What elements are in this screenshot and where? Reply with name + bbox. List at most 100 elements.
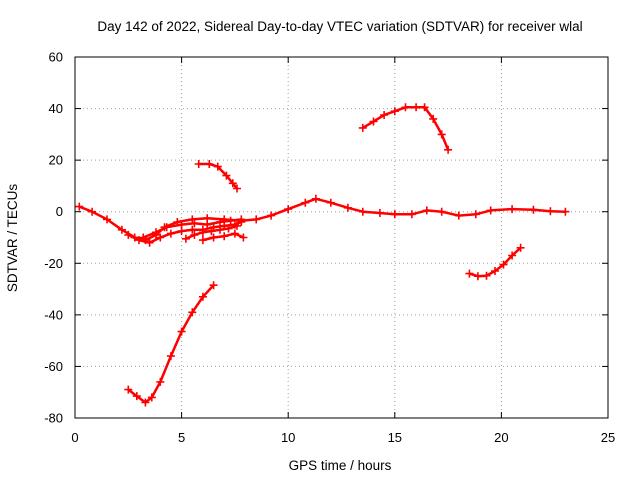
data-point [508, 251, 517, 260]
data-point [166, 352, 175, 361]
series-arc-low-right [465, 243, 525, 281]
data-point [135, 236, 143, 245]
data-point [375, 209, 384, 217]
data-point [216, 225, 224, 234]
data-point [465, 269, 474, 278]
data-point [124, 230, 133, 239]
series-arc-deep-low [124, 281, 218, 407]
series-line [127, 283, 215, 404]
data-point [491, 267, 499, 275]
data-point [343, 203, 352, 212]
data-point [209, 233, 218, 242]
plot-frame [74, 56, 609, 419]
data-point [380, 111, 389, 119]
data-point [508, 205, 517, 214]
series-arc-upper-mid [194, 160, 241, 193]
series-arc-main [75, 194, 570, 245]
data-point [124, 385, 133, 394]
data-point [239, 233, 248, 242]
data-point [190, 230, 199, 239]
data-point [237, 215, 246, 224]
data-point [177, 220, 186, 229]
data-point [194, 160, 203, 168]
data-point [233, 184, 241, 193]
y-tick-label: 60 [49, 50, 63, 65]
data-point [224, 224, 233, 233]
series-line [361, 106, 450, 152]
data-point [267, 211, 276, 220]
data-point [284, 205, 293, 214]
data-point [358, 123, 367, 132]
data-point [499, 260, 508, 269]
data-point [203, 220, 212, 229]
data-point [437, 207, 446, 216]
x-tick-label: 0 [71, 430, 78, 445]
x-tick-label: 25 [601, 430, 615, 445]
data-point [486, 206, 495, 215]
data-point [369, 117, 378, 126]
y-tick-label: -60 [44, 359, 63, 374]
y-tick-label: 40 [49, 101, 63, 116]
data-point [429, 114, 438, 123]
data-point [326, 198, 335, 207]
x-tick-label: 5 [178, 430, 185, 445]
data-point [188, 308, 197, 317]
data-point [407, 210, 416, 219]
series-arc-lower-c [181, 221, 241, 243]
data-point [222, 171, 231, 180]
data-point [181, 234, 190, 243]
data-point [454, 211, 463, 220]
data-point [152, 228, 160, 237]
data-point [141, 398, 150, 407]
y-axis-label: SDTVAR / TECUs [5, 184, 20, 293]
data-point [444, 145, 453, 154]
data-point [420, 103, 429, 112]
data-point [156, 377, 165, 386]
x-axis-label: GPS time / hours [289, 458, 392, 473]
data-point [132, 392, 141, 401]
data-point [358, 207, 367, 216]
data-point [228, 179, 237, 188]
data-point [220, 232, 229, 241]
data-point [207, 227, 216, 236]
data-point [145, 238, 154, 247]
series-arc-lower-a [124, 218, 246, 247]
data-point [401, 103, 410, 112]
data-point [471, 210, 480, 219]
data-point [166, 229, 175, 238]
y-tick-label: 20 [49, 153, 63, 168]
data-point [198, 292, 207, 301]
data-point [252, 215, 261, 224]
data-point [422, 206, 431, 215]
data-point [529, 205, 538, 214]
data-point [147, 393, 156, 402]
data-point [177, 327, 186, 336]
series-arc-upper-high [358, 103, 453, 154]
y-tick-label: 0 [56, 204, 63, 219]
data-point [190, 219, 199, 228]
data-point [216, 218, 224, 226]
data-point [75, 202, 84, 211]
data-point [188, 225, 197, 234]
series-arc-lower-b [139, 215, 246, 242]
data-point [88, 207, 97, 216]
data-point [205, 160, 214, 168]
y-tick-label: -80 [44, 411, 63, 426]
data-point [230, 229, 239, 238]
data-point [213, 162, 222, 171]
data-point [311, 194, 320, 203]
data-point [561, 207, 570, 216]
grid [75, 57, 608, 418]
x-tick-label: 20 [494, 430, 508, 445]
data-point [162, 223, 171, 232]
data-point [516, 243, 525, 252]
data-point [390, 107, 399, 116]
x-tick-label: 10 [281, 430, 295, 445]
data-point [117, 225, 126, 234]
data-point [437, 130, 446, 139]
y-tick-label: -20 [44, 256, 63, 271]
data-point [473, 272, 482, 281]
data-point [198, 236, 207, 245]
data-point [301, 198, 310, 207]
